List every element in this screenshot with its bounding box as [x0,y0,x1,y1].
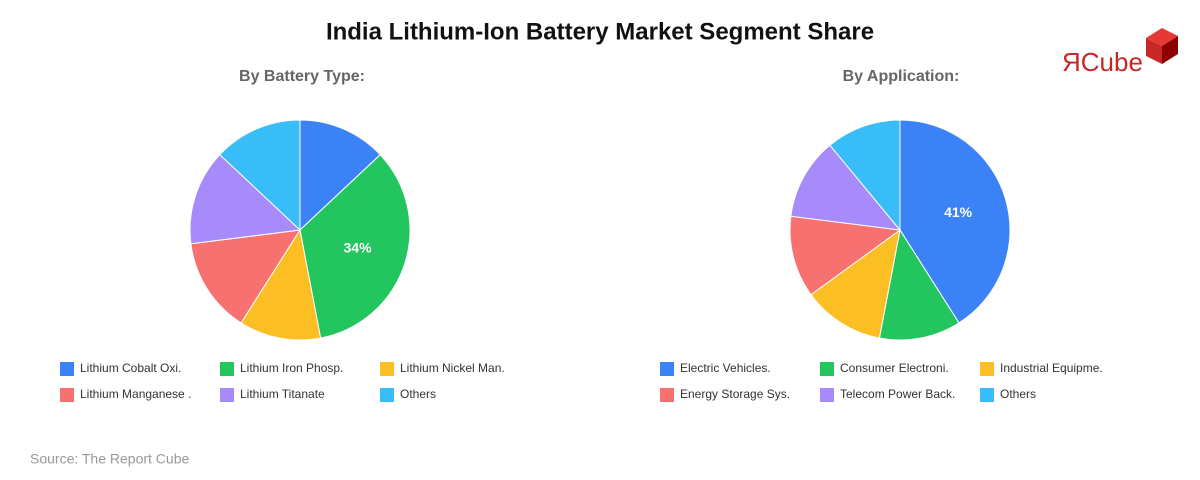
legend-label: Energy Storage Sys. [680,387,790,401]
pie-slice [810,228,901,339]
pie-slice [790,144,902,231]
logo: ЯCube [1062,28,1178,77]
legend-label: Consumer Electroni. [840,361,949,375]
data-label: 34% [344,239,373,255]
logo-cube-top [1146,28,1178,46]
legend-swatch [60,388,74,402]
pie-slice [299,119,381,232]
logo-cube-right [1162,36,1178,64]
logo-text: ЯCube [1062,47,1143,77]
legend-label: Lithium Nickel Man. [400,361,505,375]
legend-swatch [380,362,394,376]
legend-label: Lithium Iron Phosp. [240,361,343,375]
legend-label: Electric Vehicles. [680,361,771,375]
source: Source: The Report Cube [30,451,189,467]
pie-title: By Application: [843,68,960,85]
legend-label: Industrial Equipme. [1000,361,1103,375]
pie-slice [789,215,902,296]
legend-label: Lithium Titanate [240,387,325,401]
legend-label: Lithium Manganese . [80,387,191,401]
legend-swatch [60,362,74,376]
legend-swatch [220,362,234,376]
legend-swatch [660,362,674,376]
legend-swatch [660,388,674,402]
legend-swatch [820,362,834,376]
pie-slice [189,153,302,245]
legend-swatch [380,388,394,402]
legend-swatch [220,388,234,402]
pie-title: By Battery Type: [239,68,365,85]
legend-swatch [980,388,994,402]
pie-slice [219,119,301,232]
pie-slice [829,119,901,232]
legend-label: Lithium Cobalt Oxi. [80,361,181,375]
logo-cube-left [1146,38,1162,64]
legend-swatch [820,388,834,402]
pie-slice [878,228,960,341]
data-label: 41% [944,204,973,220]
pie-slice [899,119,1011,324]
pie-slice [240,228,322,341]
pie-slice [190,229,301,324]
legend-swatch [980,362,994,376]
title: India Lithium-Ion Battery Market Segment… [326,18,874,45]
legend-label: Telecom Power Back. [840,387,955,401]
pie-slice [299,153,411,339]
legend-label: Others [400,387,436,401]
legend-label: Others [1000,387,1036,401]
